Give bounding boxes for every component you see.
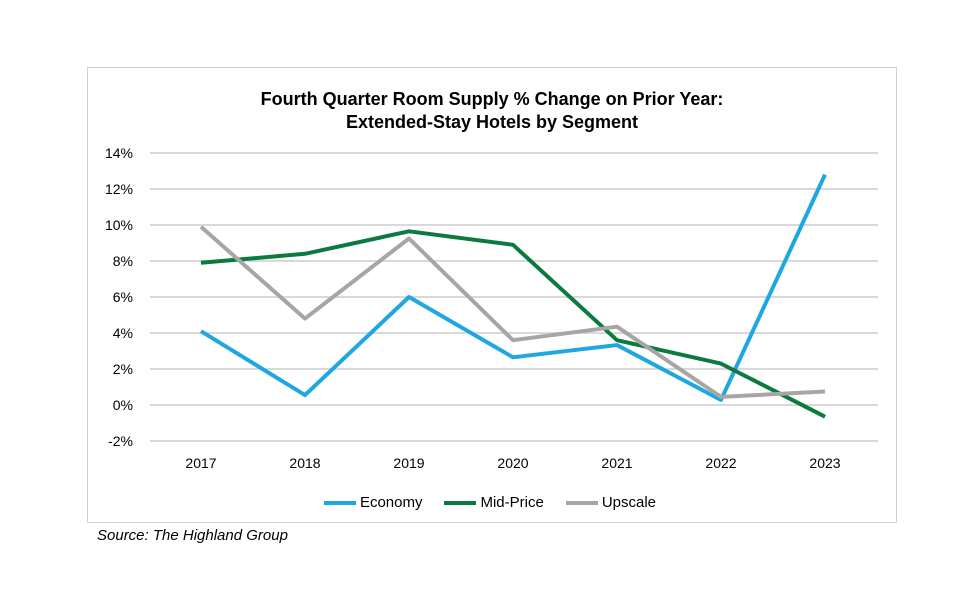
y-tick-label: 12% bbox=[105, 181, 133, 197]
y-tick-label: 6% bbox=[113, 289, 133, 305]
x-tick-label: 2023 bbox=[809, 455, 840, 471]
chart-frame bbox=[87, 67, 897, 523]
legend-swatch bbox=[565, 500, 598, 505]
y-tick-label: 14% bbox=[105, 145, 133, 161]
series-line-upscale bbox=[199, 225, 826, 399]
legend-label: Upscale bbox=[601, 494, 657, 511]
x-tick-label: 2019 bbox=[393, 455, 424, 471]
chart-title: Fourth Quarter Room Supply % Change on P… bbox=[87, 88, 897, 134]
y-tick-label: 8% bbox=[113, 253, 133, 269]
legend: Economy Mid-Price Upscale bbox=[0, 494, 980, 511]
legend-label: Mid-Price bbox=[480, 494, 544, 511]
title-line-1: Fourth Quarter Room Supply % Change on P… bbox=[260, 89, 724, 109]
y-tick-label: -2% bbox=[108, 433, 133, 449]
legend-swatch bbox=[323, 500, 356, 505]
source-note: Source: The Highland Group bbox=[97, 527, 288, 544]
legend-item: Economy bbox=[323, 494, 423, 511]
legend-item: Upscale bbox=[565, 494, 657, 511]
legend-label: Economy bbox=[359, 494, 423, 511]
y-tick-label: 4% bbox=[113, 325, 133, 341]
x-tick-label: 2017 bbox=[185, 455, 216, 471]
x-tick-label: 2022 bbox=[705, 455, 736, 471]
title-line-2: Extended-Stay Hotels by Segment bbox=[345, 112, 639, 132]
legend-swatch bbox=[444, 500, 477, 505]
y-tick-label: 2% bbox=[113, 361, 133, 377]
x-tick-label: 2021 bbox=[601, 455, 632, 471]
series-line-economy bbox=[199, 173, 827, 402]
y-tick-label: 10% bbox=[105, 217, 133, 233]
x-tick-label: 2018 bbox=[289, 455, 320, 471]
legend-item: Mid-Price bbox=[444, 494, 544, 511]
y-tick-label: 0% bbox=[113, 397, 133, 413]
x-tick-label: 2020 bbox=[497, 455, 528, 471]
